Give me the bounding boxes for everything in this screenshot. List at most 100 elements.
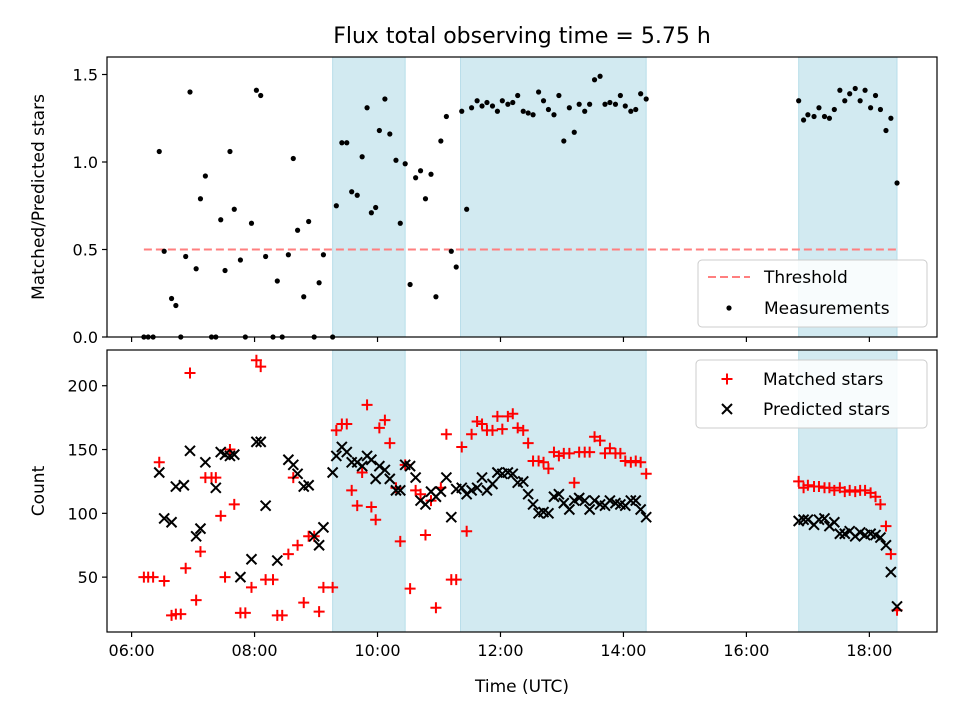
measurement-point-44 [368,210,374,216]
measurement-point-66 [479,103,485,109]
matched-star-point-28 [282,548,294,560]
predicted-star-point-42 [394,484,406,497]
measurement-point-17 [227,148,233,155]
measurement-point-88 [591,77,598,83]
measurement-point-34 [316,280,322,286]
measurement-point-26 [274,278,280,284]
matched-star-point-117 [885,548,897,560]
predicted-star-point-6 [190,530,202,543]
predicted-star-point-77 [573,492,585,504]
matched-star-point-114 [870,491,882,503]
legend-measurement-swatch [726,305,732,311]
measurement-point-82 [561,138,567,144]
predicted-star-point-68 [527,498,539,511]
measurement-point-28 [285,252,291,258]
matched-star-point-84 [568,477,580,489]
matched-star-point-62 [456,441,468,453]
matched-star-point-63 [461,525,473,537]
x-tick-label: 18:00 [846,641,892,660]
measurement-point-102 [811,113,817,120]
predicted-star-point-0 [153,466,165,479]
measurement-point-118 [894,180,900,186]
measurement-point-42 [359,154,365,160]
predicted-star-point-99 [834,528,846,540]
y-axis-label: Count [29,465,49,516]
measurement-point-99 [796,98,802,104]
measurement-point-45 [373,204,379,211]
predicted-star-point-37 [369,473,382,485]
predicted-star-point-60 [486,478,499,490]
measurement-point-95 [628,108,634,114]
matched-star-point-108 [839,486,851,498]
predicted-star-point-64 [507,468,519,480]
measurement-point-75 [525,110,531,116]
measurement-point-104 [821,113,828,120]
measurement-point-105 [826,115,833,121]
predicted-star-point-22 [291,468,304,480]
measurement-point-77 [536,89,542,95]
predicted-star-point-108 [880,539,892,551]
measurement-point-10 [193,266,199,272]
measurement-point-90 [602,101,608,107]
measurement-point-49 [393,157,399,163]
measurement-point-58 [438,138,444,144]
matched-star-point-39 [341,418,353,430]
matched-star-point-68 [486,424,498,436]
y-tick-label: 50 [78,568,98,587]
x-tick-label: 12:00 [477,641,523,660]
predicted-star-point-15 [245,553,258,565]
predicted-star-point-13 [228,448,240,461]
measurement-point-114 [872,92,879,99]
matched-star-point-96 [630,455,642,467]
measurement-point-98 [643,96,649,102]
matched-star-point-61 [450,574,462,586]
matched-star-point-52 [404,583,416,595]
y-tick-label: 1.0 [73,153,98,172]
measurement-point-69 [494,108,501,114]
measurement-point-62 [459,108,465,114]
measurement-point-22 [253,87,259,93]
y-tick-label: 150 [67,441,98,460]
measurement-point-85 [576,101,582,107]
measurement-point-73 [515,92,521,99]
measurement-point-103 [816,105,822,111]
matched-star-point-74 [517,424,529,436]
matched-star-point-21 [245,581,257,593]
measurement-point-80 [551,112,557,118]
predicted-star-point-24 [302,479,315,491]
matched-star-point-4 [158,575,170,587]
measurement-point-78 [540,98,547,104]
measurement-point-21 [248,220,255,226]
matched-star-point-75 [522,437,534,449]
predicted-star-point-66 [517,475,529,488]
matched-star-point-91 [604,442,616,454]
matched-star-point-11 [194,546,206,558]
predicted-star-point-92 [797,514,810,526]
measurement-point-107 [837,87,843,93]
matched-star-point-10 [190,594,202,606]
matched-star-point-69 [491,410,503,422]
predicted-star-point-98 [828,516,841,528]
matched-star-point-40 [346,484,358,496]
y-tick-label: 200 [67,377,98,396]
predicted-star-point-80 [588,494,601,507]
predicted-star-point-110 [891,600,903,613]
measurement-point-64 [468,105,475,111]
predicted-star-point-67 [522,488,534,500]
y-tick-label: 0.5 [73,241,98,260]
measurement-point-15 [218,217,224,223]
measurement-point-41 [354,192,360,198]
predicted-star-point-17 [254,436,267,448]
matched-star-point-14 [210,472,222,484]
matched-star-point-27 [276,609,288,621]
measurement-point-83 [566,105,572,111]
predicted-star-point-7 [194,522,207,535]
measurement-point-117 [888,115,894,121]
predicted-star-point-1 [158,512,170,525]
observing-window-1 [460,56,647,338]
matched-star-point-65 [471,415,483,427]
measurement-point-65 [474,98,480,104]
matched-star-point-110 [849,486,861,498]
predicted-star-point-54 [456,482,468,494]
